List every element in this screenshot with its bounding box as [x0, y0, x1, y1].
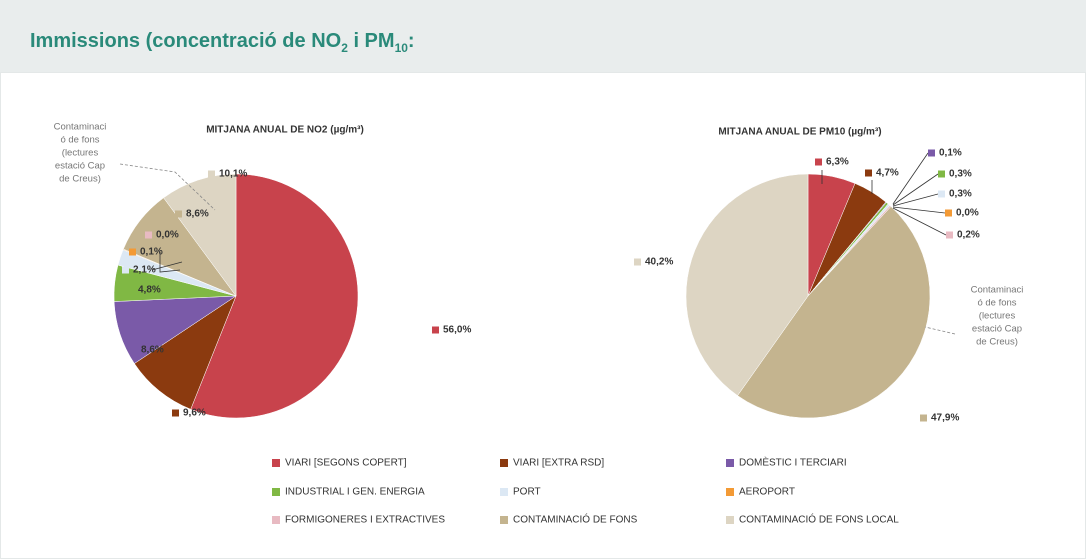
- legend-label: DOMÈSTIC I TERCIARI: [739, 456, 847, 469]
- chart-title: MITJANA ANUAL DE NO2 (µg/m³): [206, 125, 364, 136]
- value-label: 9,6%: [183, 408, 206, 419]
- legend-swatch: [272, 459, 280, 467]
- legend-swatch: [726, 488, 734, 496]
- value-label: 10,1%: [219, 169, 247, 180]
- label-swatch: [208, 170, 215, 178]
- value-label: 8,6%: [186, 209, 209, 220]
- pie-slice: [685, 173, 809, 396]
- legend-swatch: [500, 516, 508, 524]
- label-swatch: [920, 414, 927, 422]
- legend-label: FORMIGONERES I EXTRACTIVES: [285, 515, 445, 526]
- pie-slice: [134, 295, 237, 410]
- value-label: 0,0%: [156, 230, 179, 241]
- legend-label: AEROPORT: [739, 487, 795, 498]
- title-sub: 10: [394, 41, 408, 55]
- value-label: 0,3%: [949, 189, 972, 200]
- label-swatch: [432, 326, 439, 334]
- pie-slice: [163, 173, 237, 297]
- legend-label: CONTAMINACIÓ DE FONS: [513, 513, 638, 526]
- legend-label: VIARI [EXTRA RSD]: [513, 458, 604, 469]
- header: Immissions (concentració de NO2 i PM10:: [0, 0, 1086, 72]
- title-part: i PM: [347, 30, 395, 52]
- value-label: 0,3%: [949, 169, 972, 180]
- section-title: Immissions (concentració de NO2 i PM10:: [30, 30, 415, 55]
- label-swatch: [129, 248, 136, 256]
- label-swatch: [928, 149, 935, 157]
- legend-swatch: [500, 459, 508, 467]
- value-label: 0,1%: [939, 148, 962, 159]
- value-label: 56,0%: [443, 325, 471, 336]
- label-swatch: [815, 158, 822, 166]
- value-label: 40,2%: [645, 257, 673, 268]
- leader-line: [892, 173, 939, 206]
- legend-swatch: [272, 488, 280, 496]
- annotation: ó de fons: [977, 298, 1016, 309]
- title-part: Immissions (concentració de NO: [30, 30, 342, 52]
- legend-label: INDUSTRIAL I GEN. ENERGIA: [285, 487, 425, 498]
- title-part: :: [407, 30, 415, 52]
- value-label: 2,1%: [133, 265, 156, 276]
- annotation: Contaminaci: [971, 285, 1024, 296]
- annotation-line: [924, 326, 956, 335]
- pie-slice: [737, 206, 931, 419]
- value-label: 4,7%: [876, 168, 899, 179]
- annotation: de Creus): [976, 337, 1018, 348]
- label-swatch: [127, 286, 134, 294]
- value-label: 0,2%: [957, 230, 980, 241]
- value-label: 6,3%: [826, 157, 849, 168]
- label-swatch: [634, 258, 641, 266]
- annotation: estació Cap: [972, 324, 1022, 335]
- label-swatch: [946, 231, 953, 239]
- legend-swatch: [500, 488, 508, 496]
- leader-line: [892, 193, 939, 207]
- label-swatch: [145, 231, 152, 239]
- chart-title: MITJANA ANUAL DE PM10 (µg/m³): [718, 127, 881, 138]
- legend-swatch: [272, 516, 280, 524]
- value-label: 8,6%: [141, 345, 164, 356]
- label-swatch: [865, 169, 872, 177]
- pie-slice: [190, 173, 359, 419]
- label-swatch: [938, 190, 945, 198]
- label-swatch: [172, 409, 179, 417]
- label-swatch: [130, 346, 137, 354]
- value-label: 4,8%: [138, 285, 161, 296]
- leader-line: [892, 152, 929, 205]
- label-swatch: [175, 210, 182, 218]
- annotation: (lectures: [979, 311, 1016, 322]
- label-swatch: [938, 170, 945, 178]
- annotation: (lectures: [62, 148, 99, 159]
- value-label: 0,0%: [956, 208, 979, 219]
- legend-label: CONTAMINACIÓ DE FONS LOCAL: [739, 513, 899, 526]
- charts: MITJANA ANUAL DE NO2 (µg/m³) 56,0% 9,6% 8,6…: [0, 72, 1086, 559]
- annotation-line: [119, 163, 216, 211]
- value-label: 0,1%: [140, 247, 163, 258]
- leader-line: [892, 207, 947, 236]
- label-swatch: [945, 209, 952, 217]
- leader-line: [159, 252, 181, 273]
- value-label: 47,9%: [931, 413, 959, 424]
- title-sub: 2: [341, 41, 348, 55]
- legend-swatch: [726, 459, 734, 467]
- label-swatch: [122, 266, 129, 274]
- legend-swatch: [726, 516, 734, 524]
- legend-label: VIARI [SEGONS COPERT]: [285, 458, 407, 469]
- leader-line: [892, 206, 946, 214]
- annotation: ó de fons: [60, 135, 99, 146]
- annotation: Contaminaci: [54, 122, 107, 133]
- leader-line: [151, 261, 183, 271]
- annotation: estació Cap: [55, 161, 105, 172]
- legend-label: PORT: [513, 487, 541, 498]
- annotation: de Creus): [59, 174, 101, 185]
